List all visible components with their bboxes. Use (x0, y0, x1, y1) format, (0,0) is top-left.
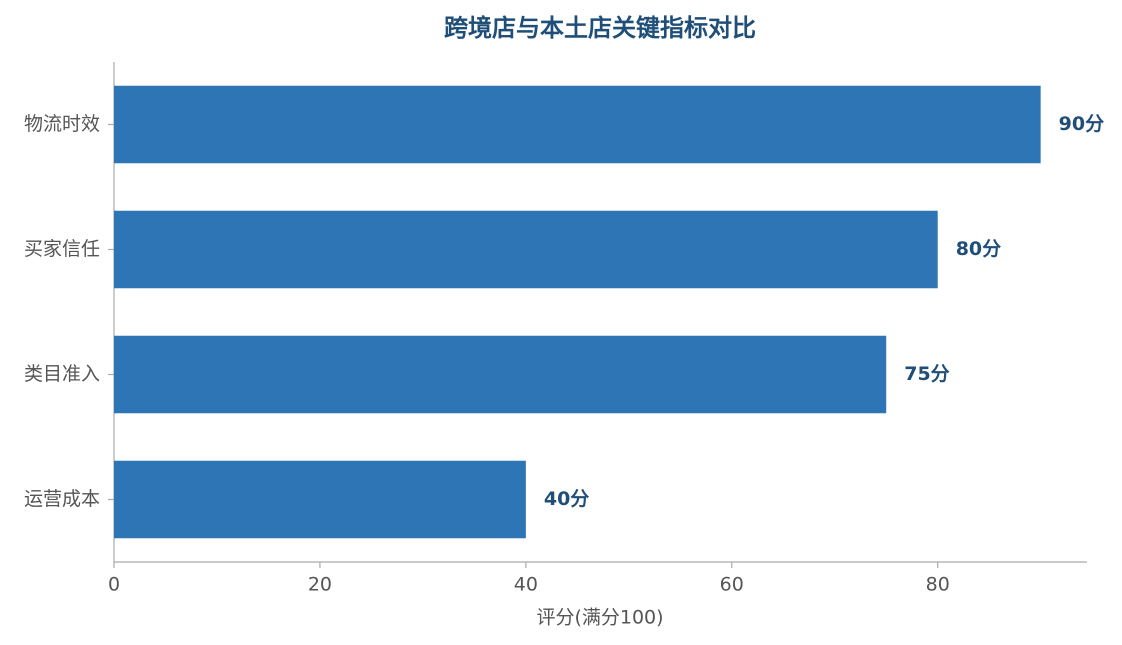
chart-title: 跨境店与本土店关键指标对比 (444, 14, 756, 42)
bar (114, 460, 526, 539)
y-tick-label: 运营成本 (24, 488, 100, 510)
value-label: 80分 (956, 238, 1001, 260)
x-tick-label: 60 (720, 574, 744, 596)
x-tick-label: 80 (926, 574, 950, 596)
x-tick-label: 40 (514, 574, 538, 596)
value-label: 75分 (904, 363, 949, 385)
x-tick-label: 0 (108, 574, 120, 596)
bar (114, 335, 887, 414)
y-tick-label: 类目准入 (24, 363, 100, 385)
y-tick-label: 物流时效 (24, 113, 100, 135)
bar (114, 85, 1041, 164)
y-tick-label: 买家信任 (24, 238, 100, 260)
value-label: 40分 (544, 488, 589, 510)
bar (114, 210, 938, 289)
x-tick-label: 20 (308, 574, 332, 596)
x-axis-label: 评分(满分100) (536, 607, 663, 629)
value-label: 90分 (1059, 113, 1104, 135)
